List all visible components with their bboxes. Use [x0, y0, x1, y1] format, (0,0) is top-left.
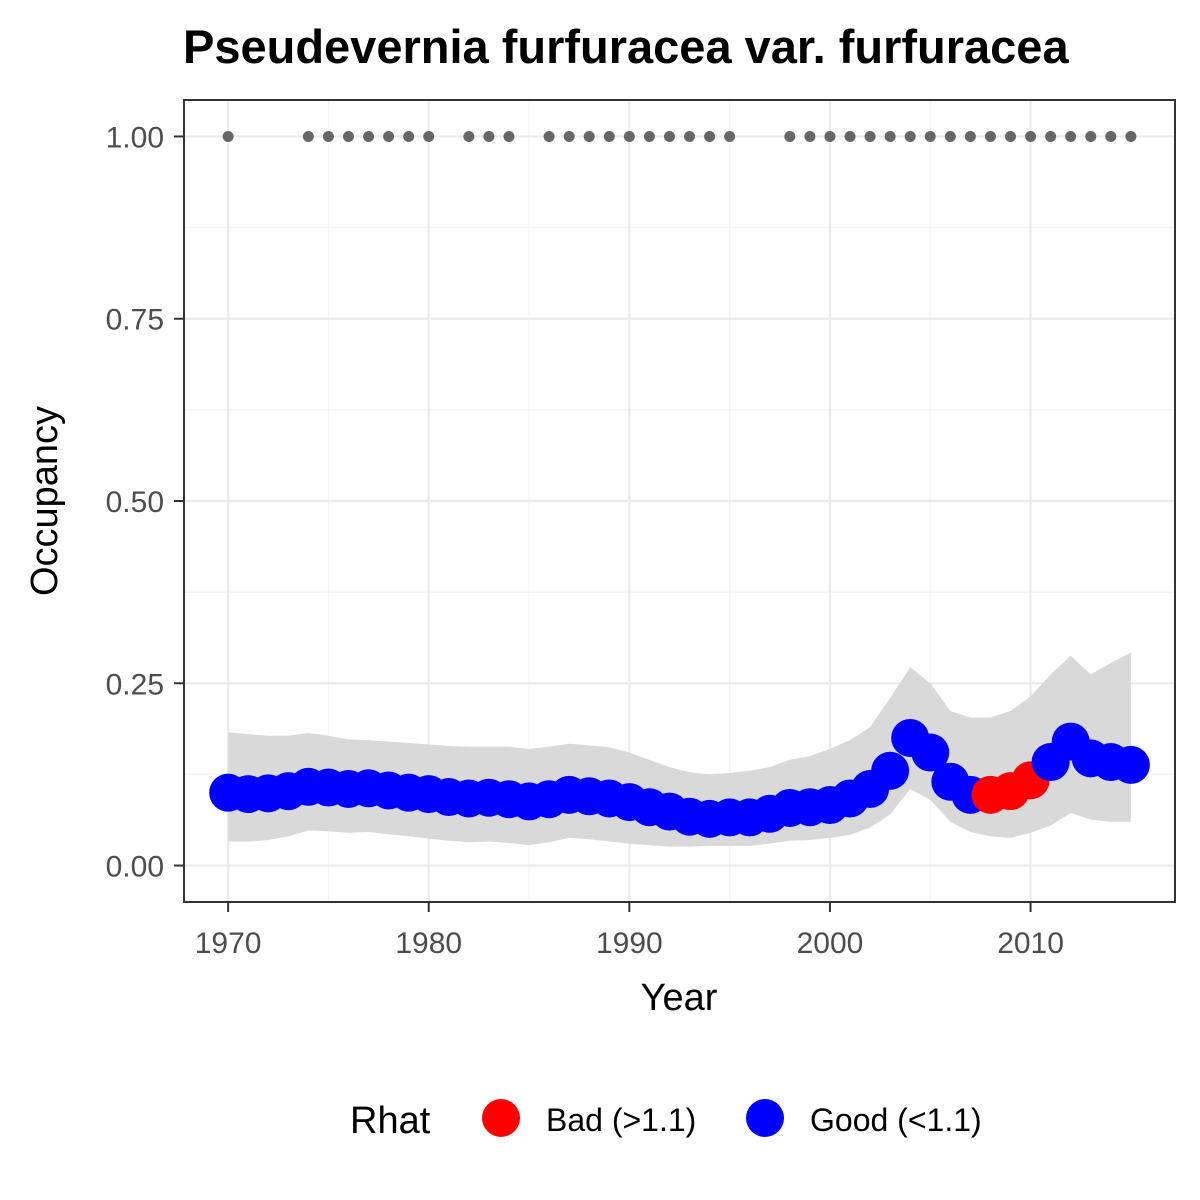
- record-point: [643, 130, 655, 142]
- record-point: [804, 130, 816, 142]
- chart-title: Pseudevernia furfuracea var. furfuracea: [183, 20, 1069, 73]
- record-point: [844, 130, 856, 142]
- record-point: [1005, 130, 1017, 142]
- legend-key-good: [746, 1099, 784, 1137]
- record-point: [663, 130, 675, 142]
- record-point: [363, 130, 375, 142]
- record-point: [383, 130, 395, 142]
- record-point: [904, 130, 916, 142]
- y-tick-label: 1.00: [106, 121, 164, 154]
- x-tick-label: 1990: [596, 927, 663, 960]
- record-point: [944, 130, 956, 142]
- record-point: [884, 130, 896, 142]
- legend: Rhat Bad (>1.1) Good (<1.1): [350, 1099, 982, 1142]
- occupancy-point: [1111, 745, 1150, 784]
- y-axis-title: Occupancy: [24, 406, 66, 596]
- legend-key-bad: [482, 1099, 520, 1137]
- record-point: [483, 130, 495, 142]
- occupancy-point: [911, 733, 950, 772]
- legend-label-bad: Bad (>1.1): [546, 1102, 696, 1138]
- x-tick-label: 1970: [195, 927, 262, 960]
- record-point: [222, 130, 234, 142]
- record-point: [302, 130, 314, 142]
- record-point: [463, 130, 475, 142]
- record-point: [1065, 130, 1077, 142]
- y-tick-label: 0.00: [106, 851, 164, 884]
- y-tick-label: 0.25: [106, 668, 164, 701]
- record-point: [704, 130, 716, 142]
- x-axis: 1970 1980 1990 2000 2010: [195, 902, 1064, 960]
- plot-panel: [183, 99, 1176, 903]
- record-point: [543, 130, 555, 142]
- y-axis: 0.00 0.25 0.50 0.75 1.00: [106, 121, 184, 884]
- x-tick-label: 2010: [997, 927, 1064, 960]
- record-point: [784, 130, 796, 142]
- record-point: [1105, 130, 1117, 142]
- record-point: [603, 130, 615, 142]
- record-point: [583, 130, 595, 142]
- y-tick-label: 0.50: [106, 486, 164, 519]
- record-point: [924, 130, 936, 142]
- record-point: [403, 130, 415, 142]
- record-point: [824, 130, 836, 142]
- record-point: [342, 130, 354, 142]
- x-tick-label: 1980: [395, 927, 462, 960]
- record-point: [964, 130, 976, 142]
- y-tick-label: 0.75: [106, 304, 164, 337]
- record-point: [1085, 130, 1097, 142]
- record-point: [1025, 130, 1037, 142]
- record-point: [563, 130, 575, 142]
- record-point: [684, 130, 696, 142]
- legend-title: Rhat: [350, 1100, 431, 1142]
- legend-label-good: Good (<1.1): [810, 1102, 982, 1138]
- record-point: [864, 130, 876, 142]
- record-point: [322, 130, 334, 142]
- record-point: [1045, 130, 1057, 142]
- occupancy-point: [871, 751, 910, 790]
- record-point: [984, 130, 996, 142]
- record-point: [724, 130, 736, 142]
- record-point: [1125, 130, 1137, 142]
- record-point: [423, 130, 435, 142]
- x-axis-title: Year: [641, 977, 718, 1019]
- record-point: [623, 130, 635, 142]
- x-tick-label: 2000: [797, 927, 864, 960]
- record-point: [503, 130, 515, 142]
